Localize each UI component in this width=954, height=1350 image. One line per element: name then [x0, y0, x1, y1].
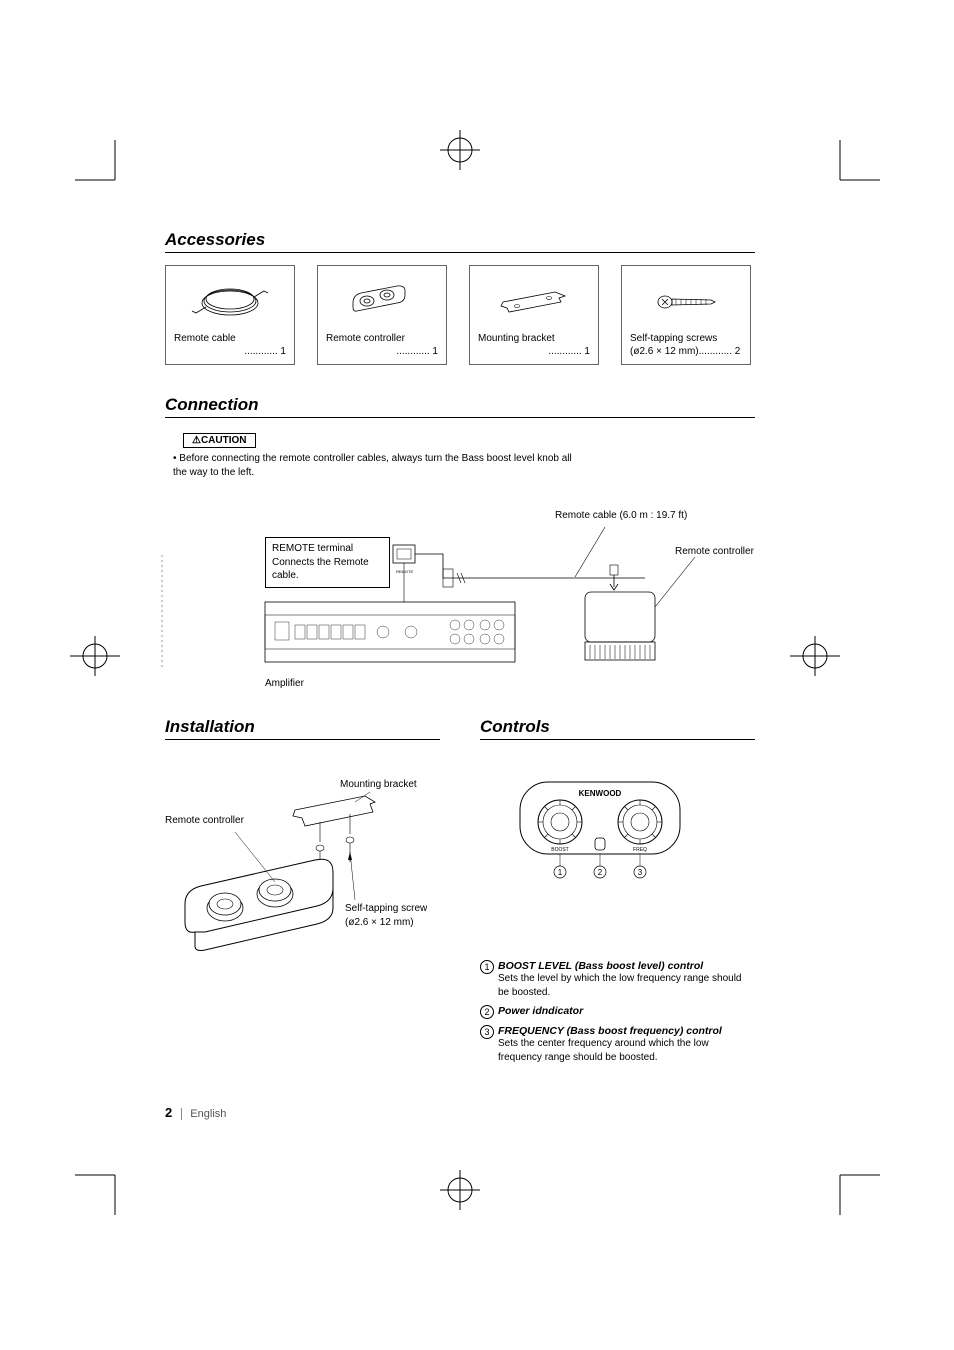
caution-heading: ⚠CAUTION	[183, 433, 256, 448]
remote-cable-icon	[190, 283, 270, 321]
control-title: Power idndicator	[498, 1005, 755, 1017]
accessory-qty: ............ 1	[478, 345, 590, 358]
page-footer: 2 English	[165, 1105, 226, 1120]
svg-text:3: 3	[638, 868, 643, 877]
control-title: FREQUENCY (Bass boost frequency) control	[498, 1025, 755, 1037]
control-item: 2 Power idndicator	[480, 1005, 755, 1019]
label-remote-terminal: REMOTE terminal Connects the Remote cabl…	[265, 537, 390, 588]
accessory-label: Remote cable	[174, 332, 286, 345]
control-desc: Sets the center frequency around which t…	[498, 1037, 755, 1064]
accessory-qty: ............ 1	[326, 345, 438, 358]
section-title-installation: Installation	[165, 717, 440, 740]
label-amplifier: Amplifier	[265, 677, 304, 691]
control-number-icon: 1	[480, 960, 494, 974]
label-remote-controller: Remote controller	[675, 545, 754, 559]
section-title-controls: Controls	[480, 717, 755, 740]
svg-text:1: 1	[558, 868, 563, 877]
accessory-mounting-bracket: Mounting bracket ............ 1	[469, 265, 599, 365]
brand-text: KENWOOD	[579, 789, 622, 798]
label-remote-controller: Remote controller	[165, 814, 244, 828]
label-line: (ø2.6 × 12 mm)	[345, 916, 427, 930]
accessory-qty: ............ 1	[174, 345, 286, 358]
svg-text:REMOTE: REMOTE	[396, 569, 413, 574]
label-screw: Self-tapping screw (ø2.6 × 12 mm)	[345, 902, 427, 929]
label-line: REMOTE terminal	[272, 542, 383, 556]
svg-text:2: 2	[598, 868, 603, 877]
label-mounting-bracket: Mounting bracket	[340, 778, 417, 792]
control-number-icon: 2	[480, 1005, 494, 1019]
accessories-row: Remote cable ............ 1 Remote contr…	[165, 265, 755, 365]
label-remote-cable: Remote cable (6.0 m : 19.7 ft)	[555, 509, 687, 523]
svg-text:BOOST: BOOST	[551, 847, 569, 853]
svg-text:FREQ: FREQ	[633, 847, 647, 853]
remote-controller-icon	[347, 281, 417, 323]
accessory-remote-controller: Remote controller ............ 1	[317, 265, 447, 365]
accessory-label: Remote controller	[326, 332, 438, 345]
bullet-icon: •	[173, 453, 177, 464]
caution-body: Before connecting the remote controller …	[173, 453, 572, 478]
control-desc: Sets the level by which the low frequenc…	[498, 972, 755, 999]
controls-list: 1 BOOST LEVEL (Bass boost level) control…	[480, 960, 755, 1064]
control-item: 3 FREQUENCY (Bass boost frequency) contr…	[480, 1025, 755, 1064]
label-line: Connects the Remote cable.	[272, 556, 383, 583]
section-title-accessories: Accessories	[165, 230, 755, 253]
section-title-connection: Connection	[165, 395, 755, 418]
controls-diagram: KENWOOD	[480, 752, 755, 952]
accessory-remote-cable: Remote cable ............ 1	[165, 265, 295, 365]
page-number: 2	[165, 1105, 172, 1120]
accessory-label: Self-tapping screws	[630, 332, 742, 345]
connection-diagram: REMOTE	[165, 487, 755, 697]
screw-icon	[651, 290, 721, 314]
control-item: 1 BOOST LEVEL (Bass boost level) control…	[480, 960, 755, 999]
accessory-sub: (ø2.6 × 12 mm)............ 2	[630, 345, 742, 358]
accessory-label: Mounting bracket	[478, 332, 590, 345]
installation-diagram: Mounting bracket Remote controller Self-…	[165, 752, 440, 952]
control-number-icon: 3	[480, 1025, 494, 1039]
caution-text: • Before connecting the remote controlle…	[173, 452, 573, 479]
mounting-bracket-icon	[495, 284, 573, 320]
page-language: English	[181, 1108, 226, 1120]
control-title: BOOST LEVEL (Bass boost level) control	[498, 960, 755, 972]
label-line: Self-tapping screw	[345, 902, 427, 916]
accessory-screws: Self-tapping screws (ø2.6 × 12 mm)......…	[621, 265, 751, 365]
